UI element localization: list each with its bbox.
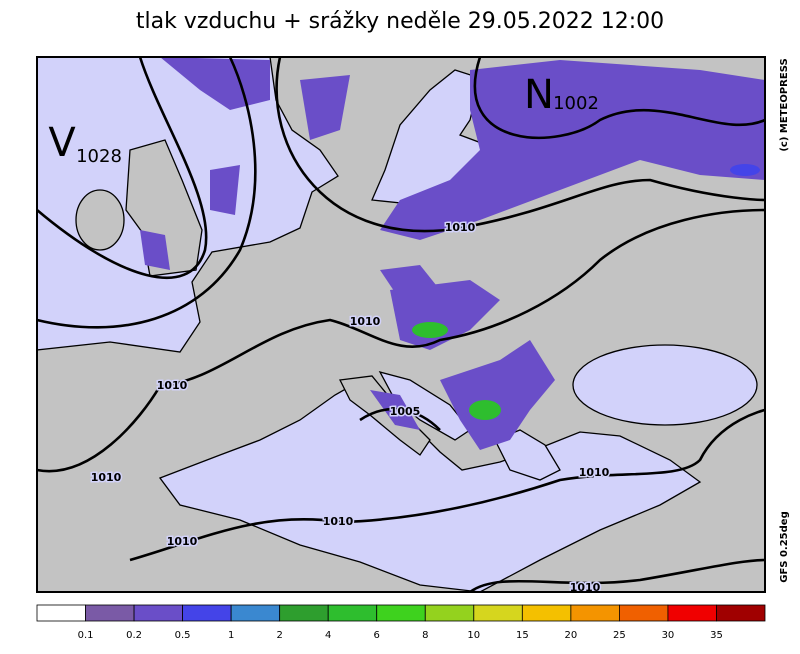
isobar	[359, 407, 441, 431]
precip-area	[300, 75, 350, 140]
legend-label: 6	[374, 630, 380, 641]
precip-area	[440, 340, 555, 450]
isobar-label: 1010	[445, 221, 476, 234]
isobar-label: 1010	[157, 379, 188, 392]
legend-label: 25	[613, 630, 626, 641]
black-sea	[572, 344, 758, 426]
isobar-label: 1010	[323, 515, 354, 528]
center-letter: V	[48, 120, 76, 166]
map-frame	[36, 56, 766, 593]
legend-swatch	[716, 604, 766, 622]
center-pressure: 1028	[76, 146, 122, 167]
mediterranean	[158, 377, 702, 593]
legend-swatch	[521, 604, 572, 622]
isobar	[36, 208, 766, 473]
legend-label: 0.1	[78, 630, 94, 641]
isobar-label: 1010	[167, 535, 198, 548]
legend-label: 1	[228, 630, 234, 641]
isobar-label: 1010	[579, 466, 610, 479]
precip-area	[140, 230, 170, 270]
italy	[339, 375, 431, 456]
legend-swatch	[230, 604, 281, 622]
precip-area	[160, 57, 270, 110]
legend-swatch	[36, 604, 86, 622]
legend-label: 4	[325, 630, 331, 641]
isobar	[473, 56, 766, 140]
isobar	[275, 56, 766, 233]
legend-swatch	[327, 604, 378, 622]
copyright: (c) METEOPRESS	[779, 58, 790, 151]
legend-label: 0.5	[175, 630, 191, 641]
isobar	[469, 558, 766, 594]
legend-label: 15	[516, 630, 529, 641]
isobar-label: 1010	[91, 471, 122, 484]
legend-swatch	[570, 604, 620, 622]
ireland	[75, 189, 125, 251]
legend-label: 20	[564, 630, 577, 641]
legend-swatch	[424, 604, 475, 622]
legend-swatch	[473, 604, 523, 622]
legend: 0.1 0.2 0.5 1 2 4 6 8 10 15 20 25 30 35	[36, 604, 766, 641]
precip-area	[380, 60, 765, 240]
legend-label: 0.2	[126, 630, 142, 641]
center-letter: N	[524, 72, 554, 118]
isobar	[36, 56, 208, 280]
legend-swatch	[182, 604, 232, 622]
legend-label: 35	[710, 630, 723, 641]
legend-swatch	[619, 604, 669, 622]
precip-area	[210, 165, 240, 215]
legend-label: 2	[276, 630, 282, 641]
precip-heavy	[469, 400, 501, 420]
precip-heavy	[412, 322, 448, 338]
model-name: GFS 0.25deg	[779, 511, 790, 583]
isobar-label: 1005	[390, 405, 421, 418]
isobar	[36, 56, 257, 329]
title: tlak vzduchu + srážky neděle 29.05.2022 …	[136, 9, 664, 34]
legend-swatch	[85, 604, 135, 622]
isobar-label: 1010	[350, 315, 381, 328]
legend-swatch	[133, 604, 183, 622]
precip-area	[380, 265, 440, 300]
legend-swatch	[376, 604, 426, 622]
legend-label: 8	[422, 630, 428, 641]
aegean	[494, 429, 561, 481]
legend-label: 30	[662, 630, 675, 641]
isobar	[129, 408, 766, 562]
legend-label: 10	[467, 630, 480, 641]
center-pressure: 1002	[553, 93, 599, 114]
isobars	[36, 56, 766, 594]
legend-swatch	[667, 604, 717, 622]
precip-moderate	[730, 164, 760, 176]
legend-swatch	[279, 604, 329, 622]
